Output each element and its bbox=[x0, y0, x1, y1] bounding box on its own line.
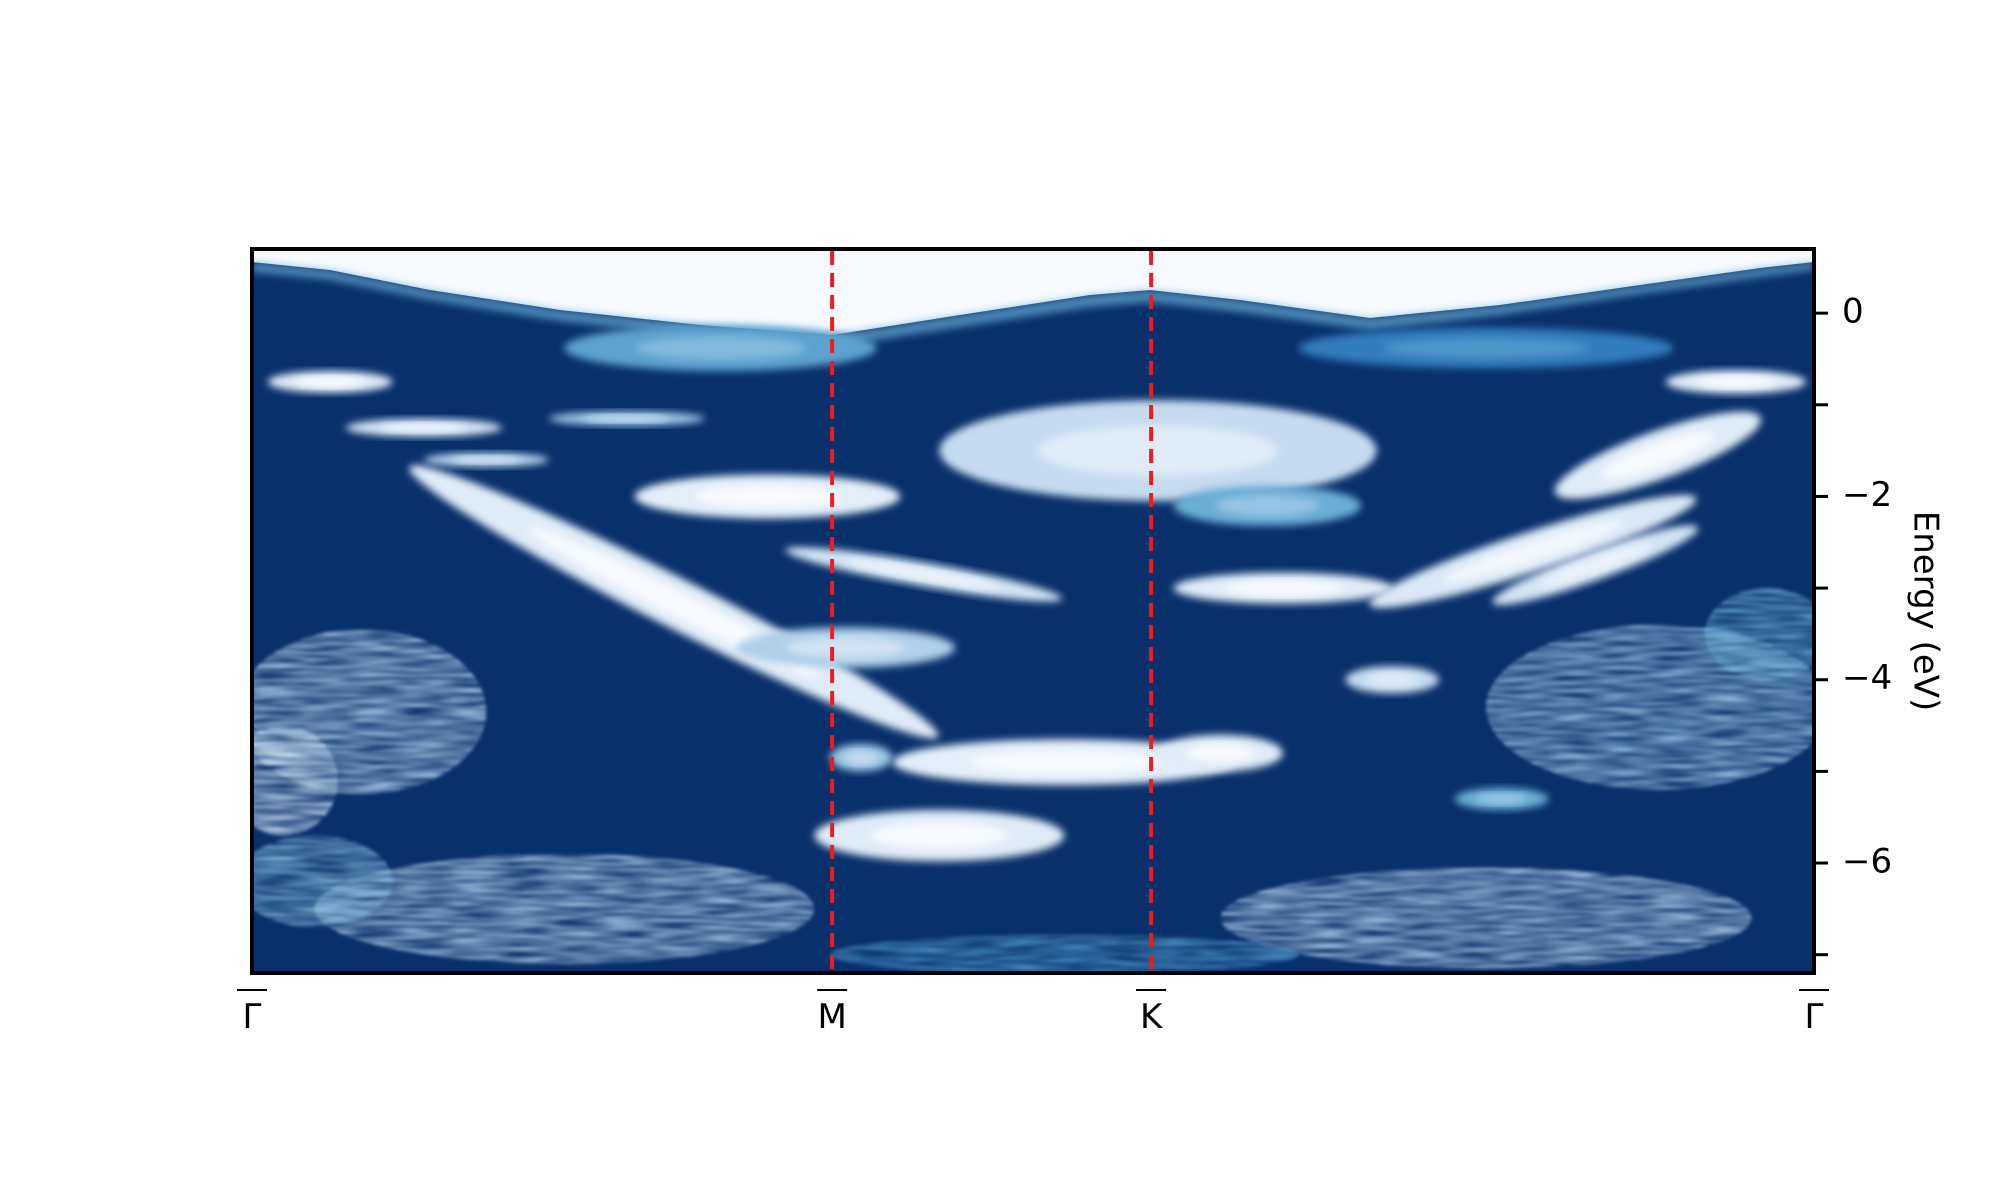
x-tick-label: Γ bbox=[243, 997, 262, 1037]
y-tick-label: −6 bbox=[1842, 842, 1892, 882]
intensity-core-4 bbox=[1382, 337, 1590, 359]
intensity-core-3 bbox=[634, 336, 807, 360]
intensity-core-18 bbox=[969, 750, 1159, 774]
intensity-region-30 bbox=[830, 934, 1299, 973]
intensity-region-31 bbox=[252, 835, 393, 928]
plot-frame bbox=[250, 247, 1816, 975]
intensity-core-12 bbox=[847, 559, 1000, 589]
intensity-core-1 bbox=[295, 376, 365, 388]
intensity-core-14 bbox=[1442, 520, 1623, 583]
x-tick-label: Γ bbox=[1805, 997, 1824, 1037]
x-tick-label: K bbox=[1140, 997, 1164, 1037]
intensity-core-17 bbox=[1366, 672, 1419, 687]
intensity-region-29 bbox=[1220, 867, 1752, 969]
intensity-core-10 bbox=[451, 456, 521, 464]
intensity-core-5 bbox=[1037, 425, 1279, 476]
intensity-core-9 bbox=[583, 414, 670, 423]
intensity-core-13 bbox=[1222, 580, 1344, 596]
high-symmetry-lines bbox=[830, 251, 1154, 971]
intensity-core-6 bbox=[1215, 495, 1319, 516]
intensity-core-8 bbox=[380, 423, 467, 433]
y-axis-title: Energy (eV) bbox=[1906, 511, 1946, 712]
intensity-region-28 bbox=[314, 853, 815, 964]
heatmap bbox=[252, 249, 1814, 973]
y-tick-label: 0 bbox=[1842, 292, 1864, 332]
y-tick-label: −2 bbox=[1842, 475, 1892, 515]
intensity-core-2 bbox=[1697, 375, 1775, 388]
intensity-core-16 bbox=[1601, 431, 1715, 479]
intensity-regions bbox=[252, 325, 1814, 973]
intensity-core-23 bbox=[1475, 793, 1528, 805]
intensity-region-25 bbox=[252, 725, 338, 836]
intensity-core-15 bbox=[1538, 543, 1652, 587]
x-tick-label: M bbox=[817, 997, 846, 1037]
y-axis: 0 −2 −4 −6 bbox=[1814, 292, 1892, 957]
intensity-core-7 bbox=[694, 485, 841, 508]
above-bands-region bbox=[252, 249, 1814, 335]
intensity-core-19 bbox=[1186, 743, 1255, 763]
intensity-core-21 bbox=[785, 637, 906, 658]
intensity-region-27 bbox=[1704, 588, 1814, 680]
intensity-core-22 bbox=[870, 822, 1009, 849]
intensity-core-20 bbox=[843, 750, 879, 765]
edge-band-region bbox=[252, 262, 1814, 347]
y-tick-label: −4 bbox=[1842, 658, 1892, 698]
